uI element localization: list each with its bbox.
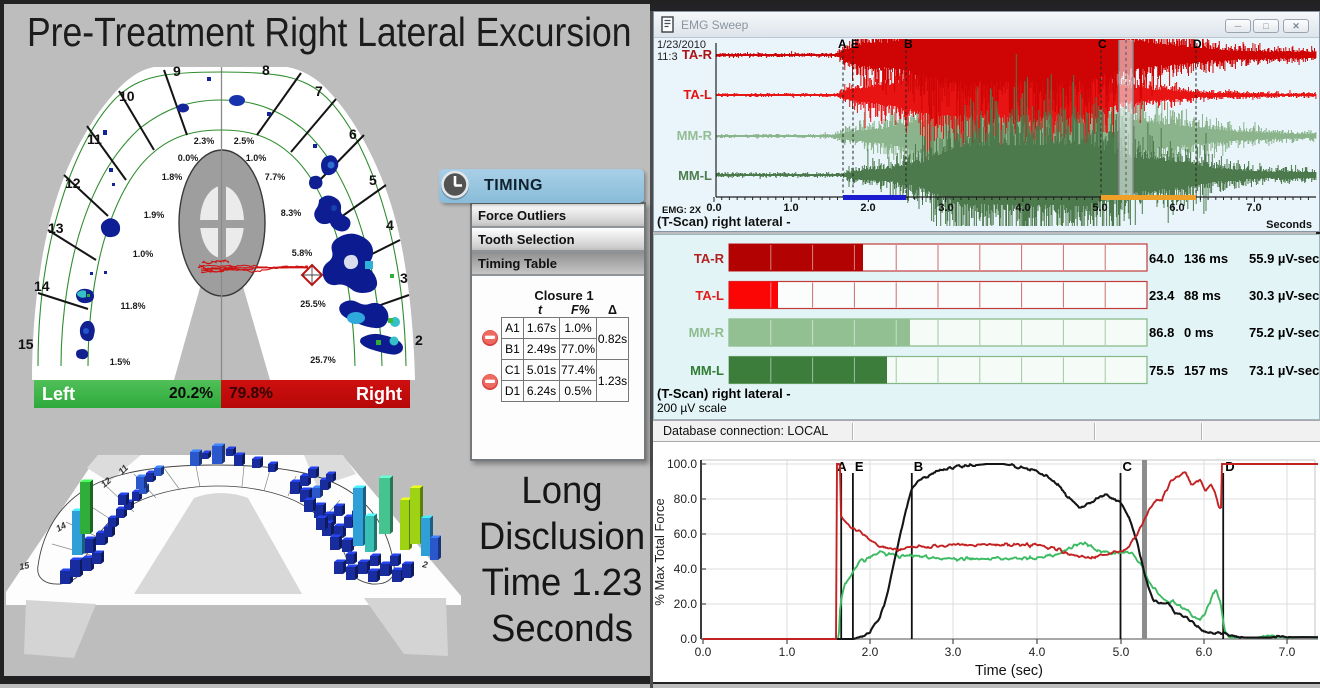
svg-text:55.9 µV-sec: 55.9 µV-sec (1249, 251, 1319, 266)
svg-text:7.7%: 7.7% (265, 172, 286, 182)
svg-text:73.1 µV-sec: 73.1 µV-sec (1249, 363, 1319, 378)
svg-text:MM-L: MM-L (690, 363, 724, 378)
svg-text:2: 2 (421, 559, 429, 570)
svg-text:D: D (1225, 459, 1234, 474)
svg-text:0.0: 0.0 (695, 645, 712, 659)
svg-text:EMG: 2X: EMG: 2X (662, 205, 702, 216)
svg-text:86.8: 86.8 (1149, 325, 1174, 340)
svg-text:MM-L: MM-L (678, 168, 712, 183)
svg-text:13: 13 (48, 220, 64, 236)
svg-text:40.0: 40.0 (674, 562, 698, 576)
svg-text:8: 8 (262, 62, 270, 78)
svg-text:11.8%: 11.8% (120, 301, 145, 311)
svg-text:D: D (1193, 38, 1202, 51)
svg-text:6: 6 (349, 126, 357, 142)
svg-text:6.0: 6.0 (1169, 202, 1184, 214)
svg-text:0.0%: 0.0% (178, 153, 199, 163)
svg-text:B: B (904, 38, 913, 51)
svg-text:8.3%: 8.3% (281, 208, 302, 218)
svg-text:4.0: 4.0 (1015, 202, 1030, 214)
svg-text:1.0: 1.0 (779, 645, 796, 659)
svg-text:2.0: 2.0 (860, 202, 875, 214)
svg-text:1.8%: 1.8% (162, 172, 183, 182)
svg-text:1.5%: 1.5% (110, 357, 131, 367)
svg-text:75.5: 75.5 (1149, 363, 1174, 378)
svg-text:75.2 µV-sec: 75.2 µV-sec (1249, 325, 1319, 340)
svg-text:3.0: 3.0 (938, 202, 953, 214)
svg-text:6.0: 6.0 (1196, 645, 1213, 659)
svg-text:20.0: 20.0 (674, 597, 698, 611)
svg-text:MM-R: MM-R (689, 325, 725, 340)
svg-text:12: 12 (99, 475, 113, 489)
svg-text:0.0: 0.0 (680, 632, 697, 646)
svg-text:B: B (914, 459, 923, 474)
svg-text:23.4: 23.4 (1149, 288, 1175, 303)
svg-text:2.0: 2.0 (862, 645, 879, 659)
svg-text:80.0: 80.0 (674, 492, 698, 506)
svg-text:TA-L: TA-L (695, 288, 724, 303)
svg-text:25.5%: 25.5% (300, 299, 326, 309)
svg-text:9: 9 (173, 63, 181, 79)
svg-text:5: 5 (369, 172, 377, 188)
svg-text:12: 12 (65, 175, 81, 191)
svg-text:E: E (851, 38, 859, 51)
svg-text:30.3 µV-sec: 30.3 µV-sec (1249, 288, 1319, 303)
svg-text:1.0%: 1.0% (133, 249, 154, 259)
svg-text:Seconds: Seconds (1266, 219, 1312, 231)
svg-text:(T-Scan) right lateral -: (T-Scan) right lateral - (657, 214, 791, 229)
svg-text:TA-R: TA-R (682, 47, 713, 62)
svg-text:2: 2 (415, 332, 423, 348)
svg-text:TA-L: TA-L (683, 87, 712, 102)
svg-text:A: A (837, 459, 847, 474)
svg-text:100.0: 100.0 (667, 457, 697, 471)
svg-text:3: 3 (400, 270, 408, 286)
svg-text:C: C (1098, 38, 1107, 51)
svg-text:1.0%: 1.0% (246, 153, 267, 163)
svg-text:2.5%: 2.5% (234, 136, 255, 146)
svg-text:4: 4 (386, 217, 394, 233)
svg-text:7.0: 7.0 (1279, 645, 1296, 659)
svg-text:% Max Total Force: % Max Total Force (653, 498, 667, 605)
svg-text:15: 15 (18, 336, 34, 352)
svg-text:(T-Scan) right lateral -: (T-Scan) right lateral - (657, 386, 791, 401)
svg-text:60.0: 60.0 (674, 527, 698, 541)
svg-text:C: C (1123, 459, 1133, 474)
svg-text:136 ms: 136 ms (1184, 251, 1228, 266)
svg-text:5.0: 5.0 (1092, 202, 1107, 214)
svg-text:TA-R: TA-R (694, 251, 725, 266)
svg-text:10: 10 (119, 88, 135, 104)
svg-text:15: 15 (18, 560, 31, 572)
svg-text:4.0: 4.0 (1029, 645, 1046, 659)
svg-text:0.0: 0.0 (706, 202, 721, 214)
svg-text:7: 7 (315, 83, 323, 99)
svg-text:MM-R: MM-R (677, 128, 713, 143)
svg-text:200 µV scale: 200 µV scale (657, 401, 727, 415)
svg-text:1.9%: 1.9% (144, 210, 165, 220)
svg-text:2.3%: 2.3% (194, 136, 215, 146)
svg-text:14: 14 (34, 278, 50, 294)
svg-text:64.0: 64.0 (1149, 251, 1174, 266)
svg-text:157 ms: 157 ms (1184, 363, 1228, 378)
svg-text:Time (sec): Time (sec) (975, 663, 1043, 679)
svg-text:5.0: 5.0 (1113, 645, 1130, 659)
svg-text:E: E (855, 459, 864, 474)
svg-text:5.8%: 5.8% (292, 248, 313, 258)
svg-text:0 ms: 0 ms (1184, 325, 1214, 340)
svg-text:1.0: 1.0 (783, 202, 798, 214)
svg-text:88 ms: 88 ms (1184, 288, 1221, 303)
svg-text:A: A (838, 38, 847, 51)
svg-text:25.7%: 25.7% (310, 355, 336, 365)
svg-text:3.0: 3.0 (945, 645, 962, 659)
svg-text:11: 11 (87, 131, 102, 147)
svg-text:7.0: 7.0 (1246, 202, 1261, 214)
svg-text:14: 14 (54, 520, 68, 534)
